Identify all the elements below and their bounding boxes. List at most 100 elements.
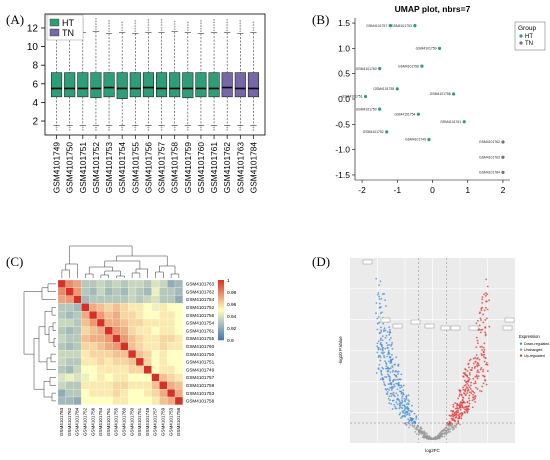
- heatmap-cell: [174, 287, 183, 296]
- heatmap-cell: [57, 295, 66, 304]
- outlier-point: [95, 23, 97, 25]
- x-tick-label: GSM4101755: [130, 142, 140, 194]
- volcano-point: [464, 401, 466, 404]
- volcano-point: [376, 342, 379, 345]
- volcano-point: [413, 424, 416, 427]
- volcano-point: [379, 356, 382, 359]
- gene-label-box: [362, 259, 373, 265]
- heatmap-cell: [151, 295, 160, 304]
- volcano-point: [403, 422, 406, 425]
- volcano-point: [376, 293, 379, 296]
- heatmap-cell: [151, 373, 160, 382]
- heatmap-cell: [104, 303, 113, 312]
- volcano-point: [385, 365, 388, 368]
- volcano-point: [459, 401, 462, 404]
- volcano-point: [379, 280, 382, 283]
- heatmap-cell: [120, 303, 129, 312]
- volcano-point: [412, 418, 415, 420]
- heatmap-cell: [81, 287, 90, 296]
- heatmap-cell: [104, 396, 113, 405]
- volcano-point: [390, 395, 393, 397]
- volcano-point: [413, 412, 416, 415]
- heatmap-cell: [128, 389, 137, 398]
- outlier-point: [226, 19, 228, 21]
- volcano-point: [384, 329, 387, 332]
- heatmap-cell: [96, 342, 105, 351]
- box-GSM4101749: [51, 72, 63, 98]
- volcano-point: [383, 292, 386, 295]
- volcano-point: [458, 395, 461, 397]
- volcano-point: [480, 354, 483, 357]
- volcano-point: [468, 405, 470, 407]
- dendro-branch: [41, 287, 56, 300]
- legend-swatch-ht: [49, 18, 60, 27]
- volcano-point: [468, 366, 470, 369]
- volcano-point: [447, 424, 449, 426]
- legend-dot: [519, 354, 523, 357]
- volcano-point: [409, 410, 412, 412]
- heatmap-cell: [96, 365, 105, 374]
- volcano-point: [407, 418, 410, 421]
- volcano-point: [388, 389, 391, 391]
- scale-segment: [218, 294, 224, 297]
- volcano-point: [464, 405, 467, 408]
- scale-segment: [218, 334, 224, 337]
- volcano-point: [381, 352, 384, 355]
- plot-frame: [44, 13, 266, 136]
- heatmap-cell: [174, 396, 183, 405]
- outlier-point: [121, 24, 123, 26]
- heatmap-cell: [128, 326, 137, 335]
- heatmap-cell: [143, 396, 152, 405]
- volcano-point: [380, 330, 383, 333]
- volcano-point: [480, 329, 482, 331]
- volcano-point: [391, 348, 394, 350]
- heatmap-cell: [81, 365, 90, 374]
- heatmap-cell: [120, 396, 129, 405]
- volcano-point: [427, 435, 430, 438]
- volcano-point: [378, 295, 381, 298]
- volcano-point: [464, 384, 467, 386]
- volcano-point: [483, 360, 486, 363]
- box-GSM4101756: [142, 72, 154, 98]
- volcano-point: [484, 319, 487, 321]
- scale-segment: [218, 284, 224, 287]
- gene-label-box: [392, 323, 403, 329]
- outlier-point: [226, 29, 228, 32]
- volcano-point: [395, 356, 398, 359]
- volcano-point: [455, 412, 458, 415]
- point-GSM4101750: [378, 107, 382, 111]
- heatmap-cell: [89, 365, 98, 374]
- heatmap-cell: [174, 318, 183, 327]
- heatmap-cell: [135, 318, 144, 327]
- dendro-branch: [50, 353, 56, 363]
- point-label: GSM4101753: [391, 24, 412, 28]
- heatmap-cell: [73, 303, 82, 312]
- outlier-point: [239, 129, 242, 131]
- x-tick-label: GSM4101758: [170, 142, 180, 194]
- volcano-point: [386, 346, 389, 349]
- volcano-point: [385, 334, 388, 337]
- outlier-point: [147, 26, 150, 29]
- volcano-point: [389, 379, 391, 382]
- volcano-point: [383, 355, 385, 357]
- volcano-point: [377, 346, 379, 349]
- volcano-point: [465, 374, 467, 377]
- heatmap-cell: [143, 311, 152, 320]
- volcano-point: [378, 302, 381, 305]
- volcano-point: [452, 415, 455, 418]
- heatmap-cell: [151, 342, 160, 351]
- volcano-point: [482, 370, 484, 373]
- outlier-point: [82, 126, 84, 129]
- heatmap-cell: [81, 373, 90, 382]
- y-tick-label: 2: [32, 117, 38, 128]
- heatmap-cell: [112, 311, 121, 320]
- volcano-point: [463, 392, 466, 395]
- volcano-point: [379, 343, 382, 346]
- volcano-point: [411, 404, 413, 407]
- heatmap-cell: [151, 318, 160, 327]
- heatmap-cell: [143, 389, 152, 398]
- scale-tick-label: 0.9: [227, 338, 234, 344]
- heatmap-cell: [104, 365, 113, 374]
- heatmap-cell: [81, 326, 90, 335]
- column-label: GSM4101761: [106, 407, 111, 436]
